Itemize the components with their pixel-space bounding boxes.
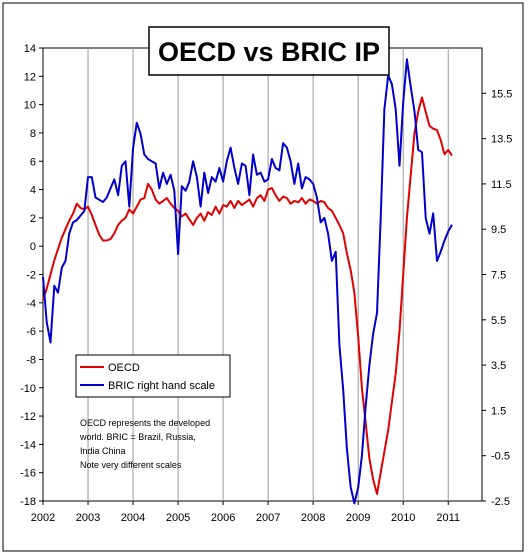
- x-tick-label: 2010: [391, 512, 415, 524]
- y-left-tick-label: -2: [26, 270, 36, 282]
- y-right-tick-label: 9.5: [491, 224, 506, 236]
- chart-title: OECD vs BRIC IP: [158, 37, 380, 67]
- y-left-tick-label: 4: [30, 185, 36, 197]
- y-right-tick-label: 13.5: [491, 134, 512, 146]
- annotation-line: India China: [80, 446, 126, 456]
- legend-box: [75, 354, 231, 398]
- annotation-line: Note very different scales: [80, 460, 182, 470]
- y-left-tick-label: 10: [24, 100, 36, 112]
- y-left-tick-label: 8: [30, 128, 36, 140]
- x-tick-label: 2004: [121, 512, 145, 524]
- x-tick-label: 2006: [211, 512, 235, 524]
- plot-area: [42, 47, 483, 502]
- y-left-tick-label: 2: [30, 213, 36, 225]
- y-right-tick-label: 7.5: [491, 270, 506, 282]
- y-left-tick-label: 12: [24, 71, 36, 83]
- series-line-bric: [42, 58, 453, 505]
- y-right-tick-label: 11.5: [491, 179, 512, 191]
- y-left-tick-label: -14: [20, 439, 36, 451]
- y-right-tick-label: 3.5: [491, 360, 506, 372]
- annotation-line: world. BRIC = Brazil, Russia,: [79, 432, 196, 442]
- y-right-tick-label: 5.5: [491, 315, 506, 327]
- x-tick-label: 2007: [256, 512, 280, 524]
- y-axis-right: 15.5 13.5 11.5 9.5 7.5 5.5 3.5 1.5 -0.5 -2.5: [482, 88, 512, 508]
- annotation-line: OECD represents the developed: [80, 418, 210, 428]
- y-right-tick-label: 1.5: [491, 405, 506, 417]
- legend: OECD BRIC right hand scale: [75, 354, 231, 398]
- y-left-tick-label: -4: [26, 298, 36, 310]
- x-tick-label: 2003: [76, 512, 100, 524]
- y-axis-left: 14 12 10 8 6 4 2 0 -2 -4 -6 -8 -10 -12 -14 -16 -18: [20, 43, 43, 508]
- legend-label-oecd: OECD: [108, 362, 140, 374]
- chart-title-box: OECD vs BRIC IP: [148, 26, 390, 76]
- y-left-tick-label: 6: [30, 156, 36, 168]
- annotation: OECD represents the developed world. BRI…: [79, 418, 210, 470]
- y-right-tick-label: -2.5: [491, 496, 510, 508]
- x-tick-label: 2009: [346, 512, 370, 524]
- series-lines: [42, 58, 453, 505]
- series-line-oecd: [42, 96, 453, 495]
- y-left-tick-label: -18: [20, 496, 36, 508]
- y-left-tick-label: 0: [30, 241, 36, 253]
- y-left-tick-label: -16: [20, 468, 36, 480]
- x-tick-label: 2011: [436, 512, 460, 524]
- y-left-tick-label: 14: [24, 43, 36, 55]
- y-right-tick-label: 15.5: [491, 88, 512, 100]
- y-left-tick-label: -8: [26, 354, 36, 366]
- x-tick-label: 2005: [166, 512, 190, 524]
- x-tick-label: 2002: [31, 512, 55, 524]
- legend-label-bric: BRIC right hand scale: [108, 380, 215, 392]
- y-left-tick-label: -12: [20, 411, 36, 423]
- x-tick-label: 2008: [301, 512, 325, 524]
- y-left-tick-label: -10: [20, 383, 36, 395]
- y-left-tick-label: -6: [26, 326, 36, 338]
- x-axis: 2002 2003 2004 2005 2006 2007 2008 2009 2010 2011: [31, 501, 460, 524]
- y-right-tick-label: -0.5: [491, 451, 510, 463]
- grid-lines: [87, 48, 449, 501]
